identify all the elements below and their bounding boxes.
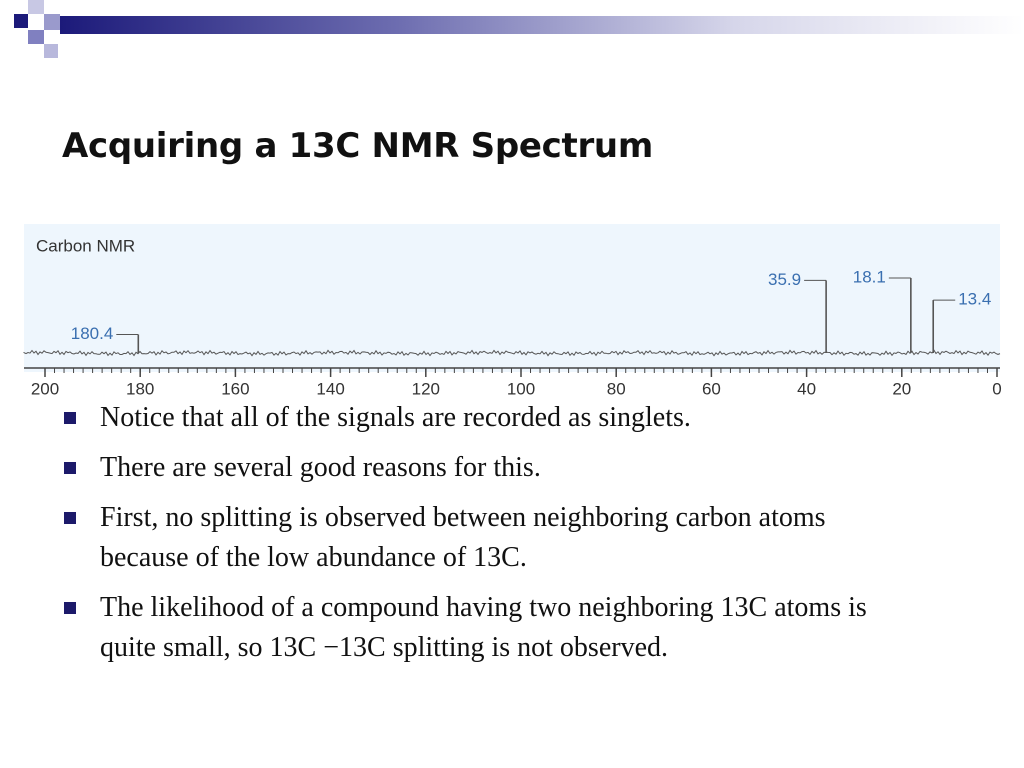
- figure-background: [24, 224, 1000, 372]
- x-tick-label: 140: [316, 379, 344, 398]
- baseline-noise: [23, 349, 1001, 357]
- decor: [44, 14, 60, 30]
- figure-label: Carbon NMR: [36, 236, 135, 255]
- bullet: The likelihood of a compound having two …: [60, 588, 900, 668]
- bullet-text: There are several good reasons for this.: [100, 452, 541, 483]
- bullet: There are several good reasons for this.: [60, 448, 900, 488]
- x-tick-label: 80: [607, 379, 626, 398]
- peak-label: 18.1: [853, 267, 886, 286]
- bullet-text: Notice that all of the signals are recor…: [100, 402, 691, 433]
- x-tick-label: 0: [992, 379, 1001, 398]
- x-tick-label: 60: [702, 379, 721, 398]
- header-bar: [60, 16, 1024, 34]
- peak-label: 180.4: [71, 324, 114, 343]
- bullet-text: First, no splitting is observed between …: [100, 502, 826, 573]
- bullet-marker: [64, 512, 76, 524]
- decor: [28, 0, 44, 14]
- bullet: First, no splitting is observed between …: [60, 498, 900, 578]
- bullet-marker: [64, 462, 76, 474]
- slide-title: Acquiring a 13C NMR Spectrum: [62, 126, 653, 166]
- bullet-list: Notice that all of the signals are recor…: [60, 398, 900, 678]
- bullet-marker: [64, 602, 76, 614]
- bullet: Notice that all of the signals are recor…: [60, 398, 900, 438]
- peak-label: 13.4: [958, 290, 991, 309]
- x-tick-label: 160: [221, 379, 249, 398]
- decor: [44, 44, 58, 58]
- peak-label: 35.9: [768, 270, 801, 289]
- x-tick-label: 180: [126, 379, 154, 398]
- bullet-text: The likelihood of a compound having two …: [100, 592, 867, 663]
- x-tick-label: 40: [797, 379, 816, 398]
- decor: [28, 30, 44, 44]
- x-tick-label: 100: [507, 379, 535, 398]
- x-tick-label: 20: [892, 379, 911, 398]
- x-tick-label: 120: [412, 379, 440, 398]
- bullet-marker: [64, 412, 76, 424]
- spectrum-figure: Carbon NMR 200 180 160 140 120 100 80 60 40 20 018…: [23, 224, 1002, 398]
- decor: [14, 14, 28, 28]
- x-tick-label: 200: [31, 379, 59, 398]
